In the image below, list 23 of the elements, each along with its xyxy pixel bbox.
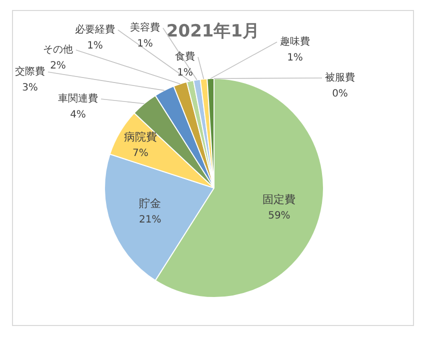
data-label: 2% xyxy=(50,60,66,72)
chart-title: 2021年1月 xyxy=(166,21,260,42)
category-label: 被服費 xyxy=(325,72,355,84)
data-label: 4% xyxy=(70,110,86,121)
text: 0% xyxy=(332,88,348,100)
data-label: 7% xyxy=(132,148,148,160)
data-label: 1% xyxy=(137,38,153,50)
data-label: 1% xyxy=(177,68,193,79)
data-label: 59% xyxy=(268,210,290,222)
slice-label: 趣味費 xyxy=(280,36,310,48)
slice-label: 交際費 xyxy=(15,66,45,78)
data-label: 21% xyxy=(139,214,162,226)
data-label: 3% xyxy=(22,82,38,94)
slice-label: 必要経費 xyxy=(75,24,115,36)
slice-label: 貯金 xyxy=(139,196,162,210)
slice-label: 食費 xyxy=(175,50,195,63)
slice-label: 病院費 xyxy=(124,130,157,144)
slice-label: 固定費 xyxy=(262,192,296,206)
slice-label: その他 xyxy=(43,44,73,56)
data-label: 1% xyxy=(87,40,103,52)
slice-label: 車関連費 xyxy=(58,92,98,105)
slice-label: 美容費 xyxy=(130,22,160,34)
data-label: 1% xyxy=(287,52,303,64)
